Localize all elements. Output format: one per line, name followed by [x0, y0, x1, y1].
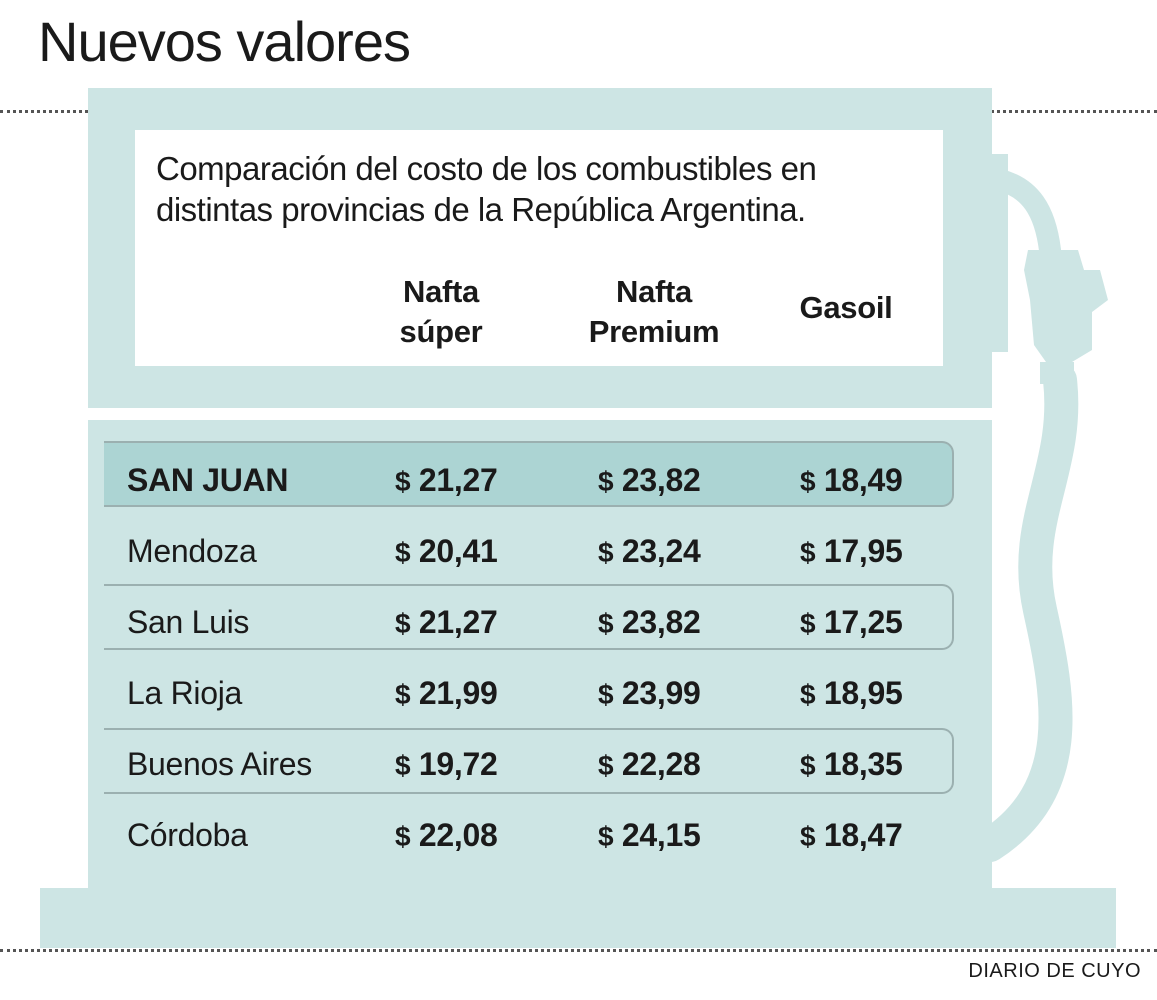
currency-symbol: $: [395, 821, 411, 852]
currency-symbol: $: [598, 750, 614, 781]
table-row-frame: [104, 584, 954, 650]
price-value: $ 23,82: [598, 460, 768, 502]
price-value: $ 18,49: [800, 460, 970, 502]
price-value: $ 17,95: [800, 531, 970, 573]
price-value: $ 21,27: [395, 602, 565, 644]
price-number: 24,15: [621, 817, 701, 853]
column-header-nafta-super: Nafta súper: [346, 272, 536, 352]
price-value: $ 21,99: [395, 673, 565, 715]
currency-symbol: $: [598, 537, 614, 568]
column-header-line: Premium: [588, 314, 720, 349]
price-number: 21,99: [418, 675, 498, 711]
bottom-dotted-rule: [0, 949, 1157, 952]
currency-symbol: $: [395, 608, 411, 639]
currency-symbol: $: [800, 679, 816, 710]
page-title: Nuevos valores: [38, 10, 411, 73]
currency-symbol: $: [598, 821, 614, 852]
price-number: 23,99: [621, 675, 701, 711]
province-label: San Luis: [127, 604, 250, 640]
column-header-line: súper: [399, 314, 483, 349]
column-header-line: Nafta: [615, 274, 692, 309]
price-number: 23,82: [621, 462, 701, 498]
province-label: Buenos Aires: [127, 746, 312, 782]
column-header-nafta-premium: Nafta Premium: [559, 272, 749, 352]
header-panel: [135, 130, 943, 366]
price-number: 23,24: [621, 533, 701, 569]
price-number: 19,72: [418, 746, 498, 782]
price-value: $ 22,28: [598, 744, 768, 786]
price-number: 22,28: [621, 746, 701, 782]
price-value: $ 18,47: [800, 815, 970, 857]
price-value: $ 18,35: [800, 744, 970, 786]
price-number: 18,95: [823, 675, 903, 711]
price-number: 23,82: [621, 604, 701, 640]
table-row-frame: [104, 728, 954, 794]
price-number: 22,08: [418, 817, 498, 853]
province-label: La Rioja: [127, 675, 243, 711]
table-row-highlight: [104, 441, 954, 507]
price-value: $ 23,24: [598, 531, 768, 573]
chart-subtitle: Comparación del costo de los combustible…: [156, 150, 817, 228]
province-label: Mendoza: [127, 533, 257, 569]
price-value: $ 19,72: [395, 744, 565, 786]
currency-symbol: $: [800, 466, 816, 497]
price-value: $ 23,99: [598, 673, 768, 715]
currency-symbol: $: [800, 750, 816, 781]
price-value: $ 17,25: [800, 602, 970, 644]
price-value: $ 18,95: [800, 673, 970, 715]
currency-symbol: $: [395, 537, 411, 568]
price-number: 18,49: [823, 462, 903, 498]
price-value: $ 23,82: [598, 602, 768, 644]
currency-symbol: $: [800, 821, 816, 852]
price-number: 18,47: [823, 817, 903, 853]
price-number: 18,35: [823, 746, 903, 782]
price-number: 17,25: [823, 604, 903, 640]
source-credit: DIARIO DE CUYO: [968, 960, 1141, 982]
price-value: $ 24,15: [598, 815, 768, 857]
column-header-gasoil: Gasoil: [751, 288, 941, 328]
currency-symbol: $: [598, 608, 614, 639]
province-label: Córdoba: [127, 817, 248, 853]
price-value: $ 22,08: [395, 815, 565, 857]
currency-symbol: $: [800, 608, 816, 639]
price-number: 20,41: [418, 533, 498, 569]
price-number: 21,27: [418, 604, 498, 640]
price-number: 17,95: [823, 533, 903, 569]
fuel-pump-base: [40, 888, 1116, 948]
province-label: SAN JUAN: [127, 462, 289, 498]
fuel-nozzle-hose-icon: [973, 154, 1108, 862]
column-header-line: Gasoil: [799, 290, 893, 325]
currency-symbol: $: [598, 466, 614, 497]
currency-symbol: $: [800, 537, 816, 568]
price-value: $ 20,41: [395, 531, 565, 573]
price-value: $ 21,27: [395, 460, 565, 502]
price-number: 21,27: [418, 462, 498, 498]
currency-symbol: $: [395, 466, 411, 497]
currency-symbol: $: [395, 750, 411, 781]
currency-symbol: $: [395, 679, 411, 710]
column-header-line: Nafta: [402, 274, 479, 309]
currency-symbol: $: [598, 679, 614, 710]
